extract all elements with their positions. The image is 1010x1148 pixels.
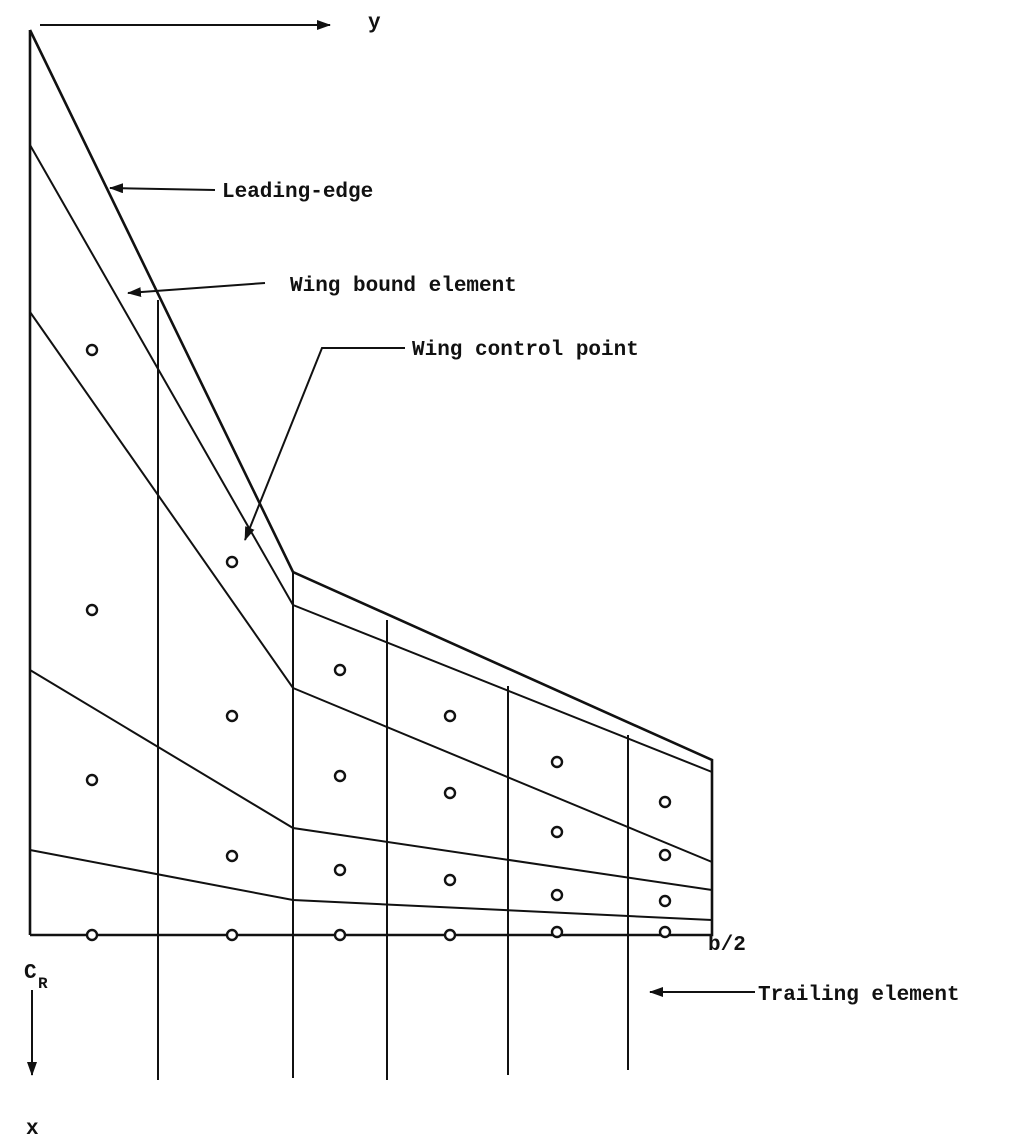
bound-element [29, 669, 713, 891]
root-chord-subscript: R [38, 975, 48, 993]
control-point [658, 848, 672, 862]
control-point [85, 343, 99, 357]
bound-element [29, 311, 713, 863]
control-point [85, 603, 99, 617]
control-point [658, 894, 672, 908]
trailing-element-label: Trailing element [758, 984, 960, 1007]
x-axis-label: x [26, 1118, 39, 1141]
control-point [550, 888, 564, 902]
control-point [225, 555, 239, 569]
axes [27, 20, 331, 1076]
control-point [225, 709, 239, 723]
callouts [109, 183, 755, 997]
leading-edge-label: Leading-edge [222, 181, 373, 204]
control-point [443, 928, 457, 942]
wing-outline [28, 29, 714, 937]
control-point [225, 928, 239, 942]
control-points [85, 343, 672, 942]
control-point [333, 863, 347, 877]
control-point [658, 795, 672, 809]
control-point-label: Wing control point [412, 339, 639, 362]
callout-arrow [109, 183, 216, 194]
control-point [85, 773, 99, 787]
control-point [550, 755, 564, 769]
bound-elements [29, 144, 713, 921]
root-chord-label: C [24, 962, 37, 985]
control-point [550, 925, 564, 939]
trailing-elements [157, 300, 629, 1080]
semispan-label: b/2 [708, 934, 746, 957]
control-point [658, 925, 672, 939]
control-point [550, 825, 564, 839]
y-axis-label: y [368, 12, 381, 35]
callout-arrow [127, 282, 266, 298]
callout-arrow [244, 347, 405, 541]
control-point [443, 709, 457, 723]
bound-element [29, 849, 713, 921]
control-point [333, 769, 347, 783]
control-point [333, 663, 347, 677]
control-point [333, 928, 347, 942]
control-point [443, 873, 457, 887]
bound-element-label: Wing bound element [290, 275, 517, 298]
control-point [443, 786, 457, 800]
control-point [225, 849, 239, 863]
control-point [85, 928, 99, 942]
wing-planform [28, 29, 714, 937]
